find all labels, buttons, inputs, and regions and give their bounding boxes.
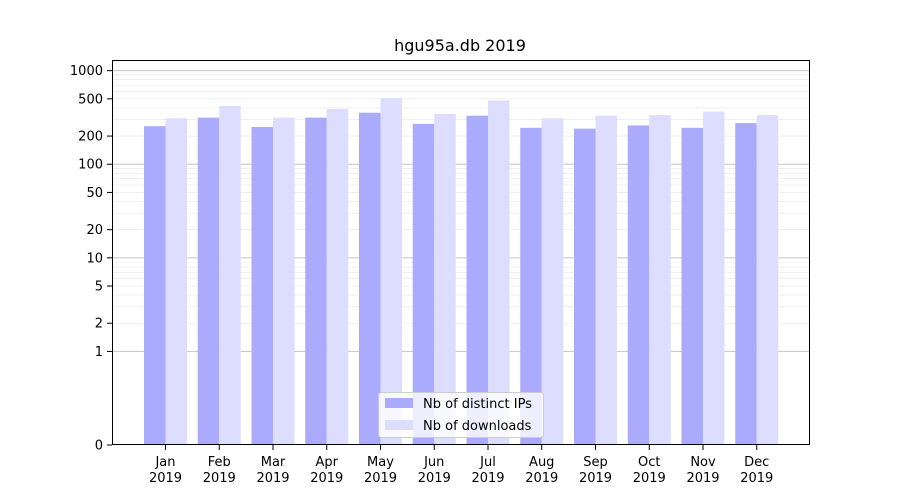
bar-downloads — [488, 100, 510, 445]
bar-distinct-ips — [520, 127, 542, 445]
bar-downloads — [380, 98, 402, 446]
chart-title: hgu95a.db 2019 — [394, 36, 526, 55]
legend-swatch-downloads — [385, 420, 413, 430]
y-tick-label: 2 — [95, 317, 103, 332]
bar-downloads — [326, 108, 349, 446]
y-tick-label: 200 — [78, 130, 103, 145]
bar-downloads — [434, 113, 456, 446]
x-tick-label: Jul 2019 — [471, 455, 504, 486]
bar-distinct-ips — [305, 117, 327, 445]
bar-downloads — [703, 111, 725, 445]
x-tick-label: Feb 2019 — [203, 455, 236, 486]
bar-downloads — [649, 115, 671, 446]
bar-distinct-ips — [681, 127, 703, 445]
bar-distinct-ips — [466, 115, 488, 445]
bar-distinct-ips — [144, 126, 166, 445]
y-tick-label: 1 — [95, 345, 103, 360]
y-axis: 0 1 2 5 10 20 50 100 200 500 1000 — [70, 64, 112, 454]
legend-box — [378, 392, 544, 438]
x-tick-label: Mar 2019 — [256, 455, 289, 486]
bar-downloads — [273, 117, 295, 445]
y-tick-label: 50 — [86, 186, 103, 201]
y-tick-label: 1000 — [70, 64, 103, 79]
x-tick-label: Jan 2019 — [149, 455, 182, 486]
x-tick-label: May 2019 — [364, 455, 397, 486]
bar-distinct-ips — [251, 127, 273, 445]
legend-swatch-distinct-ips — [385, 398, 413, 408]
y-tick-label: 5 — [95, 280, 103, 295]
x-tick-label: Dec 2019 — [740, 455, 773, 486]
x-tick-label: Jun 2019 — [418, 455, 451, 486]
x-tick-label: Oct 2019 — [633, 455, 666, 486]
legend-label-downloads: Nb of downloads — [423, 419, 532, 434]
x-axis: Jan 2019 Feb 2019 Mar 2019 Apr 2019 May 2019 Jun 20… — [149, 445, 773, 486]
plot-frame — [112, 60, 810, 445]
x-tick-label: Aug 2019 — [525, 455, 558, 486]
bar-distinct-ips — [574, 128, 596, 445]
y-tick-label: 10 — [86, 251, 103, 266]
y-tick-label: 20 — [86, 223, 103, 238]
legend-label-distinct-ips: Nb of distinct IPs — [423, 397, 532, 412]
bar-distinct-ips — [197, 117, 220, 445]
bar-downloads — [219, 105, 241, 445]
x-tick-label: Apr 2019 — [310, 455, 343, 486]
bar-downloads — [595, 115, 617, 445]
bar-distinct-ips — [412, 123, 435, 445]
bars — [144, 98, 779, 446]
y-tick-label: 0 — [95, 439, 103, 454]
bar-downloads — [756, 115, 779, 446]
bar-downloads — [541, 118, 564, 445]
bar-distinct-ips — [359, 112, 381, 445]
x-tick-label: Nov 2019 — [686, 455, 719, 486]
legend: Nb of distinct IPs Nb of downloads — [378, 392, 544, 438]
y-tick-label: 500 — [78, 92, 103, 107]
bar-downloads — [165, 118, 187, 445]
y-tick-label: 100 — [78, 158, 103, 173]
bar-distinct-ips — [627, 125, 650, 445]
bar-distinct-ips — [735, 123, 757, 446]
x-tick-label: Sep 2019 — [579, 455, 612, 486]
